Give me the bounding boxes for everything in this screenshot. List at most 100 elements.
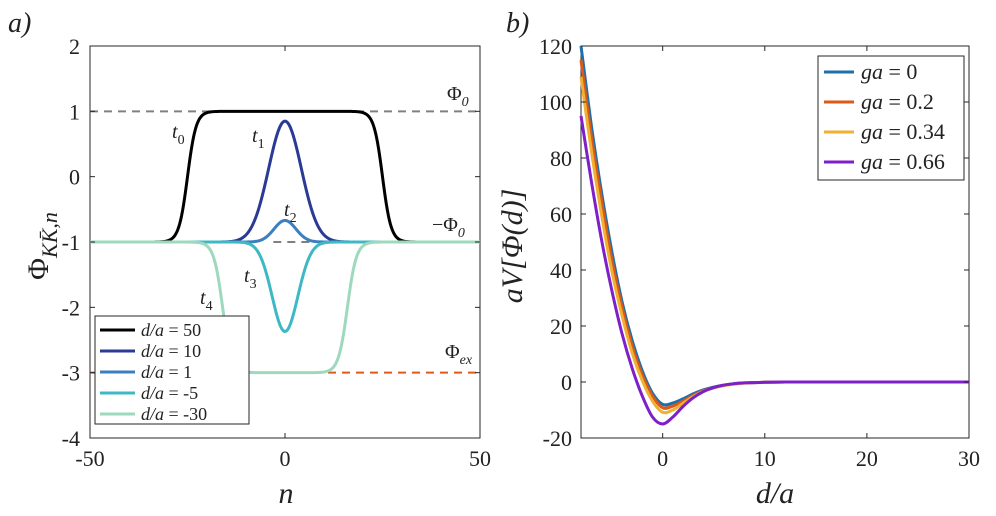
panel-a-y-axis-symbol: Φ: [22, 258, 55, 280]
reference-label-0: Φ0: [447, 83, 469, 110]
reference-label-symbol: Φ: [443, 214, 458, 236]
x-tick-label-a: 0: [280, 446, 291, 471]
legend-a-entry-2: d/a = 1: [141, 362, 192, 382]
reference-label-subscript: 0: [462, 95, 469, 110]
y-tick-label-b: 40: [550, 258, 572, 283]
series-line-b-3: [579, 115, 969, 426]
legend-b-entry-1: ga = 0.2: [861, 89, 934, 114]
legend-a-value: = -30: [164, 404, 207, 424]
curve-annotation-subscript: 4: [206, 299, 213, 314]
curve-annotation-label: t: [200, 287, 206, 309]
y-tick-label-b: -20: [543, 426, 572, 451]
panel-a-y-axis-label: ΦKK̄,n: [22, 212, 62, 280]
legend-b-value: = 0.34: [883, 119, 945, 144]
curve-annotation-3: t3: [244, 265, 257, 292]
y-tick-label-a: -1: [62, 230, 80, 255]
panel-a-label: a): [8, 8, 31, 39]
curve-annotation-1: t1: [252, 125, 265, 152]
legend-b-value: = 0.2: [883, 89, 934, 114]
legend-b-value: = 0.66: [883, 149, 945, 174]
x-tick-label-b: 20: [856, 446, 878, 471]
legend-a-box: [94, 315, 250, 425]
series-line-a-0: [89, 109, 481, 244]
panel-b: b) 0 10 20 30 120 100 80 60 40 20 0 -20 d/a aV[Φ(d)…: [496, 8, 980, 510]
legend-a-entry-0: d/a = 50: [141, 320, 201, 340]
legend-a-variable: d/a: [141, 404, 164, 424]
legend-a-variable: d/a: [141, 341, 164, 361]
legend-b-value: = 0: [883, 59, 917, 84]
panel-a-series: [89, 109, 481, 375]
legend-a-value: = -5: [164, 383, 198, 403]
y-tick-label-a: -3: [62, 361, 80, 386]
legend-a-entry-1: d/a = 10: [141, 341, 201, 361]
reference-label-subscript: ex: [460, 353, 473, 368]
y-tick-label-b: 0: [561, 370, 572, 395]
y-tick-label-b: 120: [539, 34, 572, 59]
y-tick-label-a: 0: [69, 165, 80, 190]
reference-label-symbol: Φ: [445, 341, 460, 363]
panel-b-y-axis-label: aV[Φ(d)]: [496, 189, 529, 304]
series-line-a-4: [89, 240, 481, 375]
legend-b-entry-0: ga = 0: [861, 59, 917, 84]
curve-annotation-label: t: [244, 265, 250, 287]
curve-annotation-subscript: 3: [250, 277, 257, 292]
panel-b-x-axis-label: d/a: [756, 477, 794, 510]
panel-b-series: [579, 45, 969, 426]
legend-a-variable: d/a: [141, 362, 164, 382]
y-tick-label-a: 1: [69, 99, 80, 124]
curve-annotation-label: t: [172, 121, 178, 143]
legend-a-value: = 1: [164, 362, 192, 382]
y-tick-label-b: 20: [550, 314, 572, 339]
panel-b-label: b): [506, 8, 529, 39]
curve-annotation-subscript: 2: [290, 211, 297, 226]
panel-a-y-axis-subscript: KK̄,n: [37, 212, 62, 259]
x-tick-label-b: 10: [754, 446, 776, 471]
y-tick-label-a: -2: [62, 295, 80, 320]
legend-b-variable: ga: [861, 89, 883, 114]
x-tick-label-a: -50: [75, 446, 104, 471]
panel-b-ticks: 0 10 20 30 120 100 80 60 40 20 0 -20: [539, 34, 980, 471]
reference-label-subscript: 0: [458, 226, 465, 241]
x-tick-label-b: 0: [657, 446, 668, 471]
panel-b-axes-box: [580, 45, 970, 439]
legend-b-entry-2: ga = 0.34: [861, 119, 945, 144]
curve-annotation-label: t: [284, 199, 290, 221]
y-tick-label-a: -4: [62, 426, 80, 451]
panel-a-x-axis-label: n: [279, 477, 294, 510]
legend-a-value: = 50: [164, 320, 201, 340]
panel-a-ticks: -50 0 50 2 1 0 -1 -2 -3 -4: [62, 34, 491, 471]
legend-b-variable: ga: [861, 119, 883, 144]
y-tick-label-a: 2: [69, 34, 80, 59]
panel-a-legend: d/a = 50d/a = 10d/a = 1d/a = -5d/a = -30: [94, 315, 250, 425]
y-tick-label-b: 100: [539, 90, 572, 115]
x-tick-label-a: 50: [469, 446, 491, 471]
reference-label-2: Φex: [445, 341, 473, 368]
x-tick-label-b: 30: [958, 446, 980, 471]
reference-label-1: −Φ0: [432, 214, 465, 241]
legend-b-entry-3: ga = 0.66: [861, 149, 945, 174]
curve-annotation-subscript: 1: [258, 137, 265, 152]
legend-b-variable: ga: [861, 149, 883, 174]
series-line-a-2: [89, 218, 481, 244]
curve-annotation-0: t0: [172, 121, 185, 148]
curve-annotation-subscript: 0: [178, 133, 185, 148]
legend-a-entry-3: d/a = -5: [141, 383, 198, 403]
legend-a-value: = 10: [164, 341, 201, 361]
legend-a-variable: d/a: [141, 320, 164, 340]
legend-b-box: [817, 55, 965, 181]
legend-b-variable: ga: [861, 59, 883, 84]
curve-annotation-label: t: [252, 125, 258, 147]
y-tick-label-b: 60: [550, 202, 572, 227]
series-line-a-1: [89, 119, 481, 244]
y-tick-label-b: 80: [550, 146, 572, 171]
curve-annotation-4: t4: [200, 287, 213, 314]
curve-annotation-2: t2: [284, 199, 297, 226]
legend-a-entry-4: d/a = -30: [141, 404, 207, 424]
reference-label-prefix: −: [432, 214, 443, 236]
reference-label-symbol: Φ: [447, 83, 462, 105]
